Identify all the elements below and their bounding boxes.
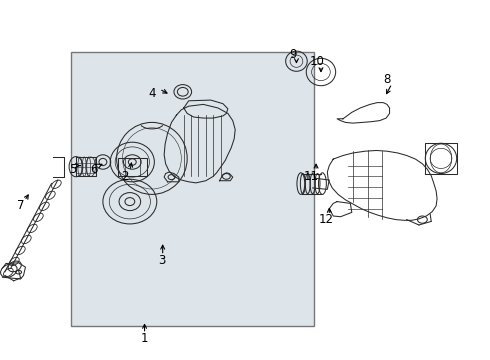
Text: 7: 7 (17, 199, 24, 212)
Text: 2: 2 (121, 170, 129, 183)
Text: 6: 6 (90, 163, 98, 176)
Text: 8: 8 (383, 73, 391, 86)
Bar (71, 52, 314, 326)
Text: 3: 3 (158, 255, 166, 267)
Text: 10: 10 (310, 55, 325, 68)
Text: 1: 1 (141, 332, 148, 345)
Text: 5: 5 (69, 163, 76, 176)
Text: 12: 12 (318, 213, 333, 226)
Text: 11: 11 (304, 170, 318, 183)
Text: 9: 9 (289, 48, 297, 60)
Bar (118, 158, 147, 176)
Text: 4: 4 (148, 87, 156, 100)
